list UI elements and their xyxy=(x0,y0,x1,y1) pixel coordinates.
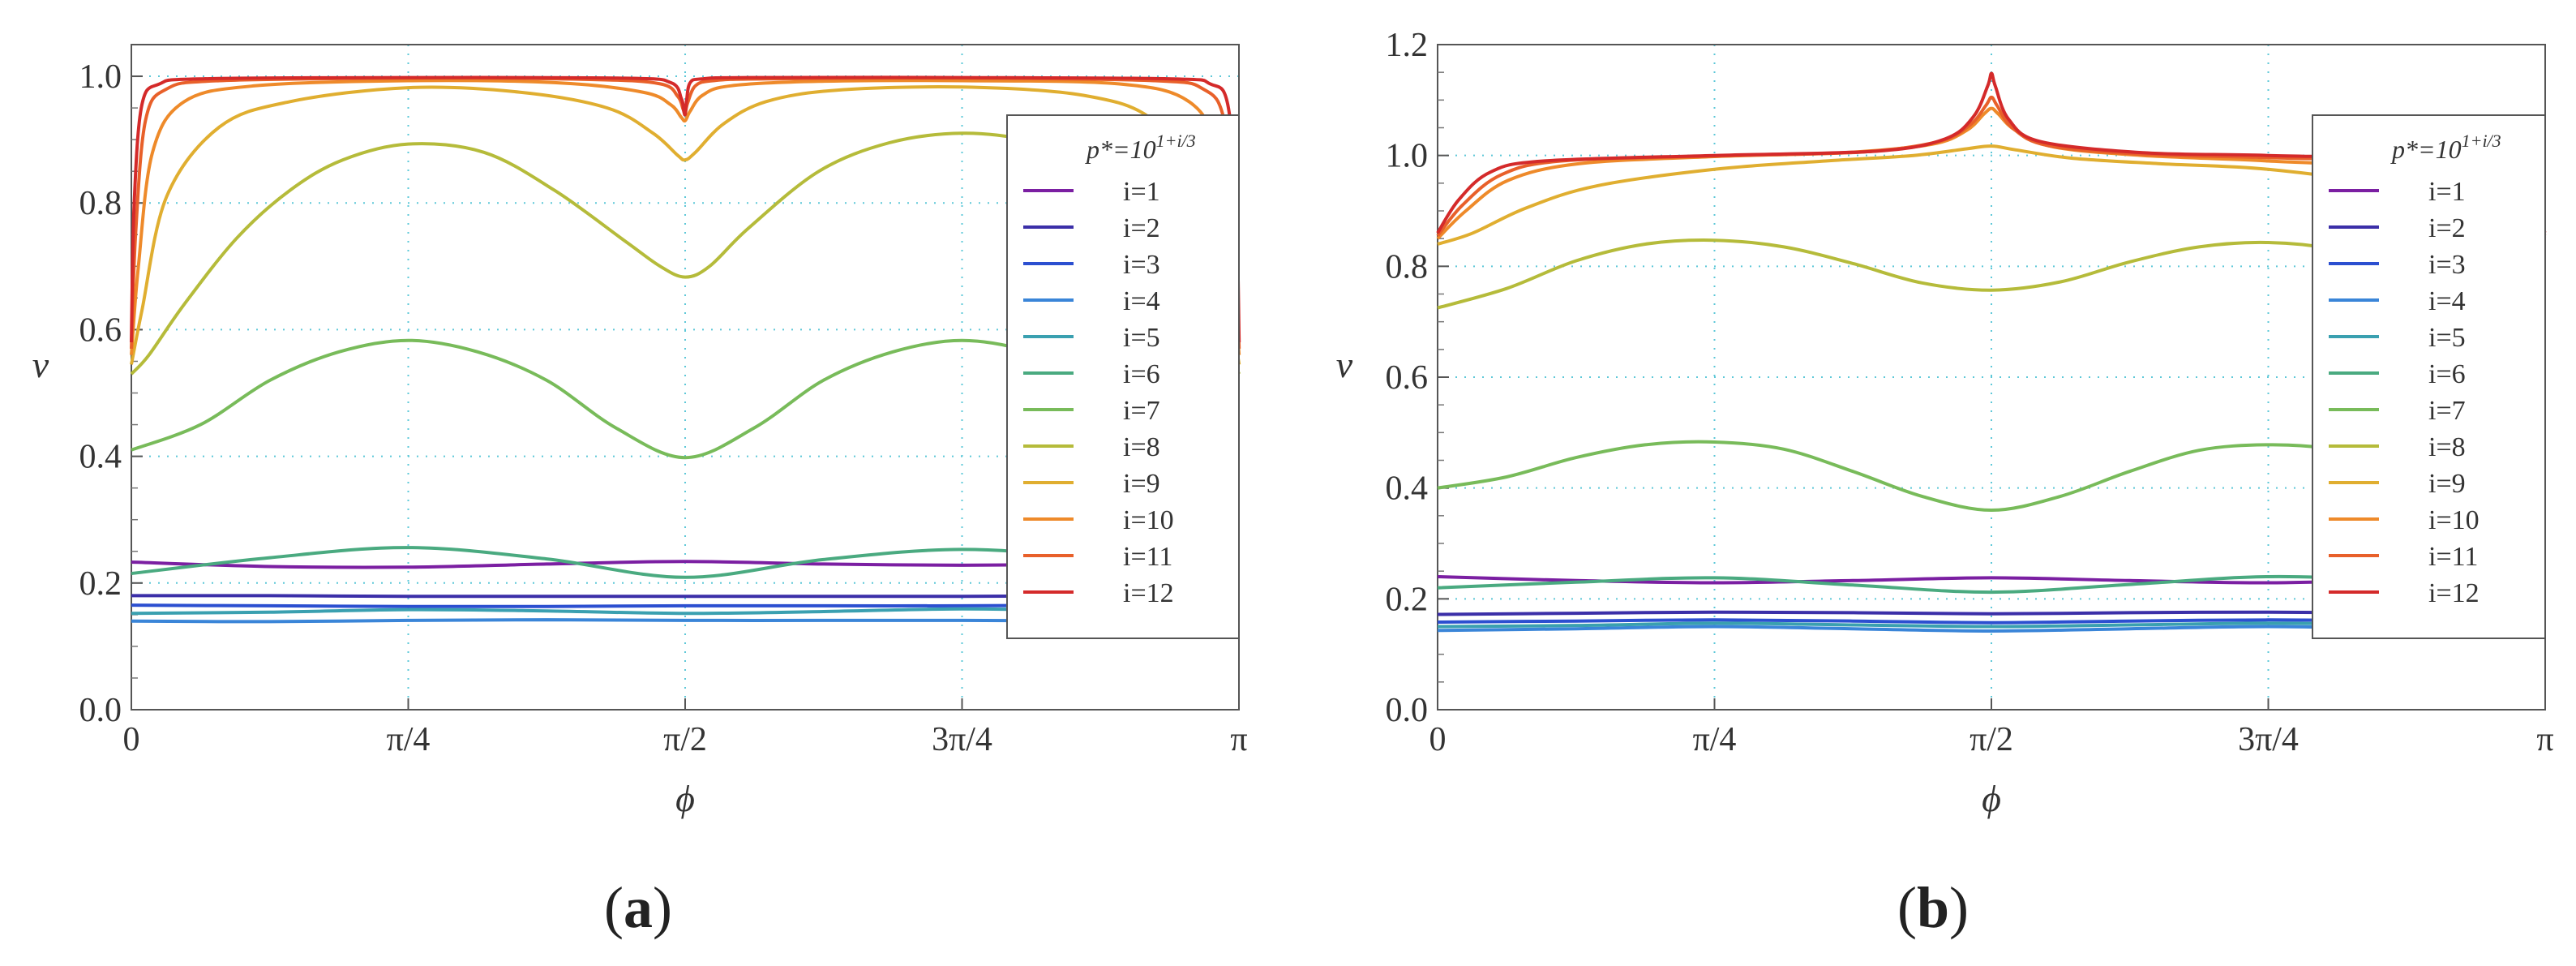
panel-b-legend-label-12: i=12 xyxy=(2428,578,2480,608)
panel-a-ytick-label: 0.4 xyxy=(79,439,122,476)
panel-b-legend-label-10: i=10 xyxy=(2428,505,2480,535)
panel-b-ytick-label: 0.4 xyxy=(1386,470,1429,508)
panel-a-ylabel: ν xyxy=(32,344,49,385)
panel-a-legend-label-5: i=5 xyxy=(1123,323,1160,353)
panel-b-legend-label-1: i=1 xyxy=(2428,177,2466,207)
panel-a-xtick-label: 0 xyxy=(123,721,140,758)
panel-a-legend-label-3: i=3 xyxy=(1123,250,1160,280)
panel-b-legend-label-4: i=4 xyxy=(2428,286,2466,316)
panel-a-xtick-label: π/2 xyxy=(663,721,707,758)
panel-b-caption: (b) xyxy=(1897,875,1970,940)
panel-b-caption-letter: b xyxy=(1916,875,1950,940)
panel-b-legend-label-2: i=2 xyxy=(2428,213,2466,243)
panel-a-legend-box xyxy=(1006,114,1240,639)
panel-a-legend-entries: i=1 i=2 i=3 i=4 i=5 i=6 i=7 i=8 i=9 i=10 i=11 i=12 xyxy=(1023,177,1174,608)
panel-a-legend-label-12: i=12 xyxy=(1123,578,1174,608)
panel-a-caption-letter: a xyxy=(623,875,653,940)
panel-a-series-line-10 xyxy=(130,79,1241,355)
panel-a-series xyxy=(130,75,1241,624)
panel-b-ytick-label: 1.0 xyxy=(1386,138,1429,175)
panel-a-legend-label-6: i=6 xyxy=(1123,359,1160,389)
panel-b-ytick-label: 0.6 xyxy=(1386,359,1429,397)
panel-a-xtick-label: π xyxy=(1230,721,1247,758)
panel-b-ytick-label: 0.2 xyxy=(1386,581,1429,618)
panel-a-ytick-label: 1.0 xyxy=(79,58,122,96)
panel-b-legend: p*=101+i/3 i=1i=2i=3i=4i=5i=6i=7i=8i=9i=… xyxy=(2312,114,2546,639)
panel-a-ytick-label: 0.6 xyxy=(79,311,122,349)
panel-b-legend-label-8: i=8 xyxy=(2428,432,2466,462)
panel-a-legend-label-9: i=9 xyxy=(1123,469,1160,499)
panel-b-legend-label-5: i=5 xyxy=(2428,323,2466,353)
panel-b-legend-box xyxy=(2312,114,2546,639)
panel-a-legend-label-7: i=7 xyxy=(1123,396,1160,426)
panel-a-series-line-12 xyxy=(130,75,1241,343)
panel-a-chart: 0 π/4 π/2 3π/4 π0.00.20.40.60.81.0 ϕ ν p*=10… xyxy=(32,44,1248,819)
panel-b-ticks: 0 π/4 π/2 3π/4 π 0.0 0.2 0.4 0.6 0.8 1.0 1.2 xyxy=(1386,27,2554,758)
panel-b-legend-label-11: i=11 xyxy=(2428,542,2478,572)
panel-a-xtick-label: π/4 xyxy=(387,721,431,758)
panel-a-ytick-label: 0.2 xyxy=(79,565,122,603)
panel-b-xtick-label: π xyxy=(2536,721,2553,758)
panel-b-ytick-label: 0.8 xyxy=(1386,248,1429,286)
panel-b-legend-label-7: i=7 xyxy=(2428,396,2466,426)
panel-b-legend-entries: i=1 i=2 i=3 i=4 i=5 i=6 i=7 i=8 i=9 i=10 i=11 i=12 xyxy=(2329,177,2480,608)
panel-a-legend-label-11: i=11 xyxy=(1123,542,1172,572)
panel-b-chart: 0 π/4 π/2 3π/4 π0.00.20.40.60.81.01.2 ϕ ν p*… xyxy=(1336,27,2554,819)
panel-b-xlabel: ϕ xyxy=(1982,778,2001,819)
panel-a-ytick-label: 0.8 xyxy=(79,185,122,222)
panel-a-legend-label-4: i=4 xyxy=(1123,286,1160,316)
panel-b-ylabel: ν xyxy=(1336,344,1353,385)
panel-b-xtick-label: 0 xyxy=(1429,721,1447,758)
panel-a-legend-label-8: i=8 xyxy=(1123,432,1160,462)
panel-a-ytick-label: 0.0 xyxy=(79,692,122,729)
panel-b-xtick-label: 3π/4 xyxy=(2238,721,2299,758)
panel-a-xlabel: ϕ xyxy=(675,778,695,819)
panel-b-xtick-label: π/2 xyxy=(1970,721,2013,758)
panel-a-legend: p*=101+i/3 i=1i=2i=3i=4i=5i=6i=7i=8i=9i=… xyxy=(1006,114,1240,639)
panel-b-ytick-label: 0.0 xyxy=(1386,692,1429,729)
panel-a-legend-label-2: i=2 xyxy=(1123,213,1160,243)
panel-a-legend-label-10: i=10 xyxy=(1123,505,1174,535)
panel-a-ticks: 0 π/4 π/2 3π/4 π 0.0 0.2 0.4 0.6 0.8 1.0 xyxy=(79,58,1248,758)
panel-a-caption: (a) xyxy=(604,875,672,940)
panel-b-legend-label-6: i=6 xyxy=(2428,359,2466,389)
panel-b-ytick-label: 1.2 xyxy=(1386,27,1429,64)
panel-a-legend-label-1: i=1 xyxy=(1123,177,1160,207)
panel-b-legend-label-3: i=3 xyxy=(2428,250,2466,280)
panel-b-xtick-label: π/4 xyxy=(1693,721,1737,758)
panel-b-legend-label-9: i=9 xyxy=(2428,469,2466,499)
panel-a-xtick-label: 3π/4 xyxy=(932,721,992,758)
